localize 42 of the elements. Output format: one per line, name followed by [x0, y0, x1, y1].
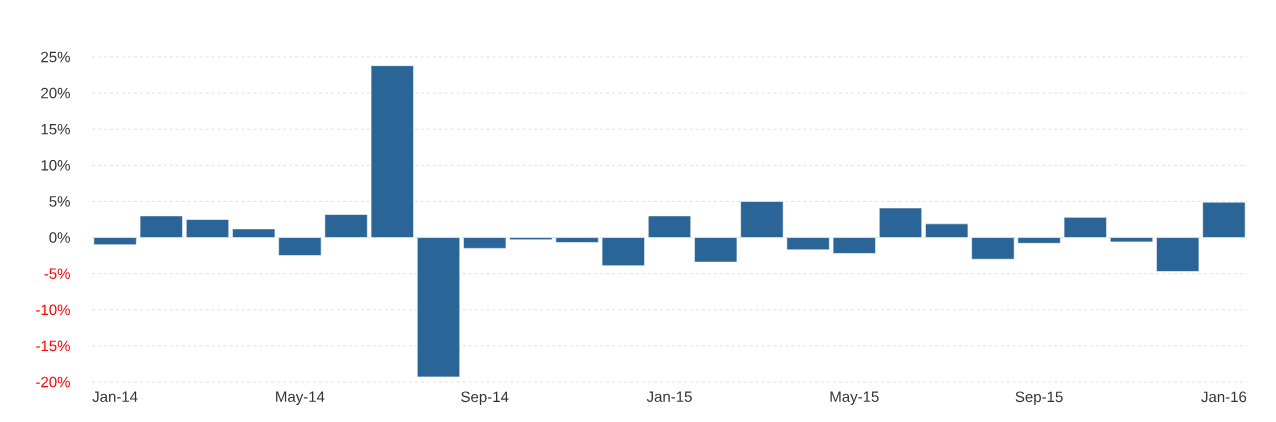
bar	[1109, 237, 1154, 243]
y-tick-label: 15%	[41, 123, 70, 135]
bar	[232, 228, 276, 238]
x-tick-label: Jan-16	[1201, 391, 1247, 403]
bar	[278, 237, 322, 256]
y-tick-label: 0%	[49, 232, 70, 243]
bar	[647, 215, 692, 238]
bar	[416, 237, 461, 378]
bar	[324, 214, 368, 238]
bar	[555, 237, 599, 243]
bar	[463, 237, 507, 249]
bar	[1017, 237, 1061, 244]
bar	[740, 201, 784, 238]
bar	[1202, 201, 1246, 238]
y-tick-label: -5%	[44, 268, 70, 279]
y-tick-label: 10%	[41, 160, 70, 171]
y-tick-label: -20%	[36, 376, 70, 388]
bar	[786, 237, 830, 251]
x-tick-label: Sep-15	[1015, 391, 1063, 406]
bar	[370, 65, 414, 238]
bar	[971, 237, 1015, 260]
bar	[878, 207, 923, 238]
y-tick-label: 20%	[41, 87, 70, 99]
x-tick-label: May-14	[276, 391, 325, 405]
y-tick-label: -15%	[36, 340, 70, 352]
x-tick-label: Jan-14	[92, 391, 138, 402]
bar	[509, 237, 553, 241]
bar	[1156, 237, 1200, 272]
bar	[1063, 217, 1107, 238]
x-tick-label: Sep-14	[461, 391, 509, 406]
bar	[601, 237, 645, 267]
bar	[694, 237, 738, 263]
y-tick-label: 25%	[41, 51, 70, 63]
x-tick-label: May-15	[830, 391, 879, 405]
x-tick-label: Jan-15	[646, 391, 692, 402]
bar	[139, 215, 183, 238]
bar	[925, 223, 969, 238]
bar	[185, 219, 230, 238]
y-tick-label: 5%	[49, 196, 70, 207]
y-tick-label: -10%	[36, 304, 70, 316]
bar	[93, 237, 137, 246]
bar	[832, 237, 876, 254]
